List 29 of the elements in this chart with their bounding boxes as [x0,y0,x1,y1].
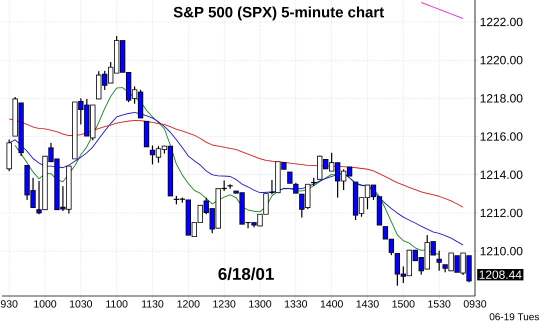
x-tick-label: 1230 [213,300,236,308]
candlestick [311,177,316,187]
x-tick-label: 0930 [464,300,486,308]
y-tick-label: 1210.00 [480,246,522,256]
x-tick-label: 1500 [392,300,415,308]
y-tick-label: 1212.00 [480,208,522,218]
x-tick-label: 1300 [249,300,272,308]
x-tick-label: 1200 [177,300,200,308]
x-tick-label: 1000 [34,300,56,308]
chart-title: S&P 500 (SPX) 5-minute chart [174,6,384,20]
y-tick-label: 1222.00 [480,18,522,26]
x-tick-label: 1430 [356,300,379,308]
x-tick-label: 1400 [320,300,343,308]
y-tick-label: 1216.00 [480,132,522,141]
candlestick [436,250,442,272]
y-tick-label: 1220.00 [480,56,522,64]
text: 06-19 Tues [490,313,539,320]
annotation: 6/18/01 [218,268,274,280]
x-tick-label: 1130 [142,300,164,308]
text: 1208.44 [480,270,522,279]
x-tick-label: 1100 [106,300,128,308]
candlestick [287,172,293,184]
x-tick-label: 930 [0,300,18,308]
x-tick-label: 1530 [428,300,450,308]
candlestick [293,182,299,194]
x-tick-label: 1030 [70,300,92,308]
y-tick-label: 1214.00 [480,170,522,179]
x-tick-label: 1330 [284,300,308,308]
y-tick-label: 1218.00 [480,94,522,103]
